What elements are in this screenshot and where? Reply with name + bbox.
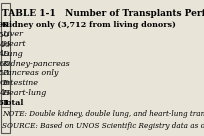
Text: Kidney-pancreas: Kidney-pancreas	[2, 60, 70, 68]
Text: Total: Total	[2, 98, 24, 106]
Text: 4,450: 4,450	[0, 30, 10, 38]
Text: 11,990: 11,990	[0, 21, 10, 29]
Text: NOTE: Double kidney, double lung, and heart-lung transplants are counted as one : NOTE: Double kidney, double lung, and he…	[2, 110, 204, 118]
Text: 849: 849	[0, 50, 10, 58]
Text: Heart-lung: Heart-lung	[2, 89, 46, 97]
Text: 20,961: 20,961	[0, 98, 10, 106]
Text: Kidney only (3,712 from living donors): Kidney only (3,712 from living donors)	[2, 21, 176, 29]
Text: Pancreas only: Pancreas only	[2, 69, 58, 77]
Text: 965: 965	[0, 60, 10, 68]
Text: TABLE 1-1   Number of Transplants Performed in 1998: TABLE 1-1 Number of Transplants Performe…	[2, 9, 204, 18]
Text: 69: 69	[0, 79, 10, 87]
Text: Lung: Lung	[2, 50, 22, 58]
Text: Intestine: Intestine	[2, 79, 38, 87]
Text: Liver: Liver	[2, 30, 23, 38]
Text: 45: 45	[0, 89, 10, 97]
Text: SOURCE: Based on UNOS Scientific Registry data as of April 14, 1999.: SOURCE: Based on UNOS Scientific Registr…	[2, 122, 204, 130]
Text: Heart: Heart	[2, 40, 25, 48]
FancyBboxPatch shape	[1, 3, 10, 133]
Text: 253: 253	[0, 69, 10, 77]
Text: 2,340: 2,340	[0, 40, 10, 48]
